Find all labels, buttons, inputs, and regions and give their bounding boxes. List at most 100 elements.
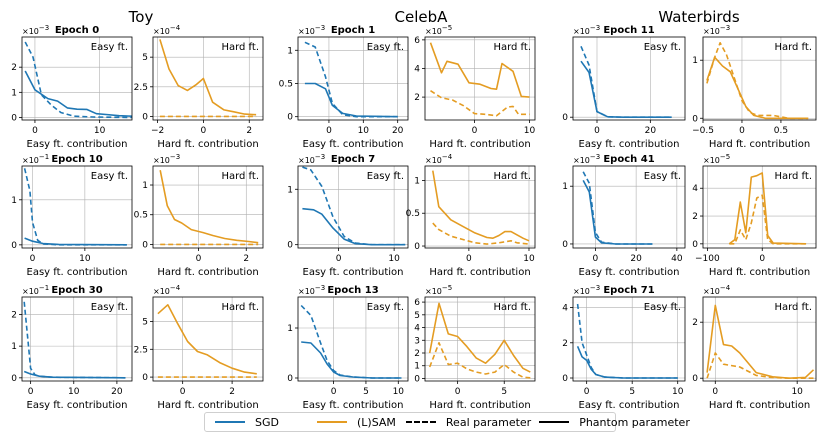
tick-label-y: 6 bbox=[414, 298, 420, 308]
legend-label-sgd: SGD bbox=[255, 415, 279, 429]
legend-swatch-sam bbox=[316, 421, 347, 423]
panel-label: Hard ft. bbox=[221, 171, 259, 182]
tick-label-x: 10 bbox=[94, 126, 106, 136]
tick-label-y: 0 bbox=[287, 241, 293, 251]
axis-label-x: Easy ft. contribution bbox=[27, 400, 128, 411]
tick-label-y: 0 bbox=[11, 113, 17, 123]
panel-label: Easy ft. bbox=[91, 302, 128, 313]
group-title-celeba: CelebA bbox=[395, 8, 449, 26]
axis-multiplier-exponent: −1 bbox=[39, 284, 49, 292]
axis-multiplier: ×10−3 bbox=[298, 153, 325, 165]
series-real bbox=[580, 45, 672, 118]
series-real bbox=[23, 168, 127, 246]
tick-label-y: 1 bbox=[11, 196, 17, 206]
axis-label-x: Hard ft. contribution bbox=[157, 400, 258, 411]
axis-label-x: Hard ft. contribution bbox=[429, 267, 530, 278]
tick-label-y: 0 bbox=[692, 240, 698, 250]
tick-label-y: 1 bbox=[287, 46, 293, 56]
tick-label-y: 2.5 bbox=[134, 345, 148, 355]
axes-frame bbox=[424, 165, 536, 249]
axis-multiplier-exponent: −4 bbox=[170, 284, 181, 292]
axis-label-x: Easy ft. contribution bbox=[303, 139, 404, 150]
series-real bbox=[576, 303, 678, 379]
tick-label-y: 1 bbox=[414, 176, 420, 186]
panel-title: Epoch 30 bbox=[51, 285, 102, 296]
axis-multiplier: ×10−3 bbox=[298, 284, 325, 296]
tick-label-x: −0.5 bbox=[692, 126, 714, 136]
series-phantom bbox=[157, 304, 257, 375]
panel-toy-e30-hard: 0 2 0 2.5 5 ×10−4 Hard ft. Hard ft. contributio… bbox=[134, 284, 264, 411]
panel-wb-e41-easy: 0 20 40 0 1 ×10−3 Epoch 41 Easy ft. Easy ft. con… bbox=[562, 153, 686, 278]
series-phantom bbox=[582, 180, 653, 245]
axis-multiplier-exponent: −3 bbox=[590, 284, 600, 292]
series-phantom bbox=[159, 39, 257, 116]
panel-toy-e10-hard: 0 2 0 0.5 1 ×10−3 Hard ft. Hard ft. contributio… bbox=[134, 153, 264, 278]
panel-label: Hard ft. bbox=[493, 42, 531, 53]
series-phantom bbox=[706, 56, 809, 120]
tick-label-x: 5 bbox=[629, 387, 635, 397]
tick-label-x: 20 bbox=[111, 387, 123, 397]
panel-celeba-e13-hard: 0 5 0 1 2 3 4 5 6 ×10−5 Hard ft. Hard ft. contribut… bbox=[414, 284, 536, 411]
axis-multiplier: ×10−3 bbox=[298, 24, 325, 36]
axes-frame bbox=[702, 165, 817, 249]
axes-frame bbox=[152, 296, 264, 382]
axis-label-x: Easy ft. contribution bbox=[27, 267, 128, 278]
tick-label-y: 2 bbox=[562, 339, 568, 349]
tick-label-x: 0 bbox=[455, 387, 461, 397]
axis-multiplier-exponent: −5 bbox=[442, 284, 452, 292]
panel-label: Hard ft. bbox=[493, 171, 531, 182]
tick-label-x: −100 bbox=[695, 254, 720, 264]
tick-label-x: 0 bbox=[712, 387, 718, 397]
tick-label-x: 10 bbox=[523, 254, 535, 264]
panel-label: Easy ft. bbox=[91, 171, 128, 182]
tick-label-y: 1 bbox=[287, 185, 293, 195]
legend-label-real: Real parameter bbox=[445, 415, 532, 429]
axis-multiplier-exponent: −1 bbox=[39, 153, 49, 161]
series-real bbox=[729, 194, 807, 245]
panel-label: Hard ft. bbox=[221, 302, 259, 313]
tick-label-x: 0 bbox=[336, 254, 342, 264]
axes-frame bbox=[572, 36, 686, 121]
axis-multiplier-exponent: −5 bbox=[442, 24, 452, 32]
tick-label-y: 5 bbox=[142, 53, 148, 63]
legend-swatch-real bbox=[405, 421, 436, 423]
tick-label-x: 0 bbox=[32, 126, 38, 136]
axis-multiplier: ×10−3 bbox=[573, 24, 600, 36]
tick-label-y: 0 bbox=[287, 113, 293, 123]
axis-label-x: Hard ft. contribution bbox=[709, 267, 810, 278]
panel-title: Epoch 41 bbox=[603, 154, 654, 165]
tick-label-y: 0 bbox=[142, 240, 148, 250]
panel-wb-e71-easy: 0 5 10 0 2 4 ×10−3 Epoch 71 Easy ft. Easy ft. con… bbox=[562, 284, 686, 411]
axis-multiplier-exponent: −3 bbox=[315, 24, 325, 32]
axis-multiplier-exponent: −3 bbox=[720, 24, 730, 32]
tick-label-x: 2 bbox=[246, 126, 252, 136]
axis-multiplier: ×10−4 bbox=[425, 153, 453, 165]
axes-frame bbox=[702, 36, 817, 121]
axis-multiplier: ×10−3 bbox=[573, 153, 600, 165]
axis-multiplier-exponent: −3 bbox=[315, 153, 325, 161]
axis-multiplier: ×10−4 bbox=[703, 284, 731, 296]
panel-title: Epoch 0 bbox=[55, 25, 99, 36]
tick-label-x: 10 bbox=[79, 254, 91, 264]
tick-label-y: 1 bbox=[142, 181, 148, 191]
series-real bbox=[300, 304, 402, 379]
tick-label-y: 1 bbox=[11, 342, 17, 352]
series-real bbox=[430, 90, 530, 117]
tick-label-y: 5 bbox=[414, 311, 420, 321]
panel-label: Easy ft. bbox=[644, 42, 681, 53]
series-phantom bbox=[24, 237, 127, 246]
tick-label-x: 10 bbox=[672, 387, 684, 397]
panel-label: Hard ft. bbox=[221, 42, 259, 53]
series-real bbox=[582, 171, 653, 245]
series-real bbox=[304, 41, 398, 118]
tick-label-x: 5 bbox=[501, 387, 507, 397]
tick-label-y: 0.5 bbox=[134, 211, 148, 221]
series-real bbox=[24, 41, 133, 119]
tick-label-x: 0 bbox=[180, 387, 186, 397]
tick-label-x: 0 bbox=[466, 254, 472, 264]
series-phantom bbox=[580, 60, 672, 118]
tick-label-y: 1 bbox=[287, 324, 293, 334]
axes-frame bbox=[21, 165, 133, 249]
axis-label-x: Easy ft. contribution bbox=[303, 267, 404, 278]
